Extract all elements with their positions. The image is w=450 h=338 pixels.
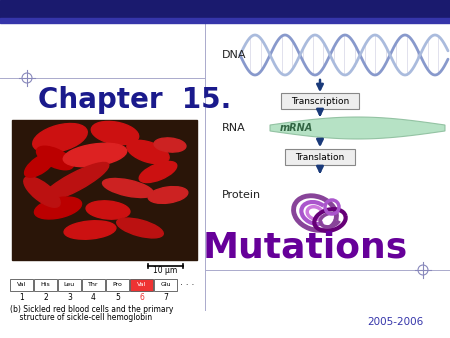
Text: 7: 7: [163, 293, 168, 303]
FancyBboxPatch shape: [281, 93, 359, 109]
Text: 5: 5: [115, 293, 120, 303]
Polygon shape: [270, 117, 445, 139]
FancyBboxPatch shape: [10, 279, 33, 291]
Text: Val: Val: [137, 283, 146, 288]
Text: Val: Val: [17, 283, 26, 288]
Text: structure of sickle-cell hemoglobin: structure of sickle-cell hemoglobin: [10, 313, 152, 322]
Text: · · ·: · · ·: [180, 281, 194, 290]
Text: RNA: RNA: [222, 123, 246, 133]
Ellipse shape: [24, 177, 60, 207]
Text: 6: 6: [139, 293, 144, 303]
Ellipse shape: [139, 162, 177, 183]
FancyBboxPatch shape: [285, 149, 355, 165]
FancyBboxPatch shape: [34, 279, 57, 291]
Text: 1: 1: [19, 293, 24, 303]
Ellipse shape: [35, 197, 81, 219]
Ellipse shape: [127, 140, 169, 164]
Text: Transcription: Transcription: [291, 97, 349, 105]
Ellipse shape: [36, 146, 73, 170]
Text: Protein: Protein: [222, 190, 261, 200]
Text: 4: 4: [91, 293, 96, 303]
Text: Pro: Pro: [112, 283, 122, 288]
FancyBboxPatch shape: [154, 279, 177, 291]
Text: Translation: Translation: [295, 152, 345, 162]
Bar: [12, 120, 197, 260]
Text: 3: 3: [67, 293, 72, 303]
Text: His: His: [40, 283, 50, 288]
Ellipse shape: [154, 138, 186, 152]
Ellipse shape: [148, 187, 188, 203]
Ellipse shape: [103, 178, 153, 197]
FancyBboxPatch shape: [130, 279, 153, 291]
FancyBboxPatch shape: [106, 279, 129, 291]
Ellipse shape: [33, 123, 87, 152]
Text: 2005-2006: 2005-2006: [367, 317, 423, 327]
Text: 10 μm: 10 μm: [153, 266, 177, 275]
FancyBboxPatch shape: [58, 279, 81, 291]
Text: Leu: Leu: [64, 283, 75, 288]
Text: (b) Sickled red blood cells and the primary: (b) Sickled red blood cells and the prim…: [10, 305, 173, 314]
Bar: [0, 18, 450, 23]
Text: Thr: Thr: [88, 283, 99, 288]
Text: Glu: Glu: [160, 283, 171, 288]
Text: Mutations: Mutations: [202, 231, 408, 265]
Ellipse shape: [41, 163, 109, 201]
Text: DNA: DNA: [222, 50, 247, 60]
Ellipse shape: [63, 143, 127, 167]
Bar: [0, 0, 450, 18]
Ellipse shape: [25, 153, 55, 177]
Text: Chapter  15.: Chapter 15.: [38, 86, 231, 114]
Ellipse shape: [64, 221, 116, 239]
Ellipse shape: [86, 201, 130, 219]
Text: 2: 2: [43, 293, 48, 303]
Text: mRNA: mRNA: [280, 123, 313, 133]
Ellipse shape: [91, 121, 139, 145]
FancyBboxPatch shape: [82, 279, 105, 291]
Ellipse shape: [117, 218, 163, 238]
